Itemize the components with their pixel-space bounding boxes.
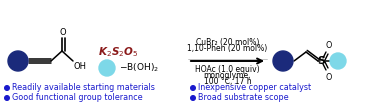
Text: Good functional group tolerance: Good functional group tolerance — [12, 94, 143, 103]
Text: monoglyme,: monoglyme, — [204, 71, 251, 80]
Text: $-$B(OH)$_2$: $-$B(OH)$_2$ — [119, 62, 159, 74]
Text: Broad substrate scope: Broad substrate scope — [198, 94, 289, 103]
Text: 100 °C, 17 h: 100 °C, 17 h — [204, 77, 251, 86]
Text: CuBr₂ (20 mol%): CuBr₂ (20 mol%) — [196, 38, 259, 47]
Text: S: S — [317, 56, 325, 66]
Text: HOAc (1.0 equiv): HOAc (1.0 equiv) — [195, 65, 260, 74]
Text: O: O — [60, 28, 67, 37]
Circle shape — [5, 96, 9, 100]
Text: OH: OH — [74, 62, 87, 71]
Text: Inexpensive copper catalyst: Inexpensive copper catalyst — [198, 83, 311, 92]
Text: Readily available starting materials: Readily available starting materials — [12, 83, 155, 92]
Circle shape — [8, 51, 28, 71]
Text: 1,10-Phen (20 mol%): 1,10-Phen (20 mol%) — [187, 44, 268, 53]
Circle shape — [191, 86, 195, 90]
Circle shape — [191, 96, 195, 100]
Circle shape — [330, 53, 346, 69]
Circle shape — [5, 86, 9, 90]
Circle shape — [99, 60, 115, 76]
Circle shape — [273, 51, 293, 71]
Text: K$_2$S$_2$O$_5$: K$_2$S$_2$O$_5$ — [98, 45, 138, 59]
Text: O: O — [326, 73, 332, 82]
Text: O: O — [326, 41, 332, 50]
